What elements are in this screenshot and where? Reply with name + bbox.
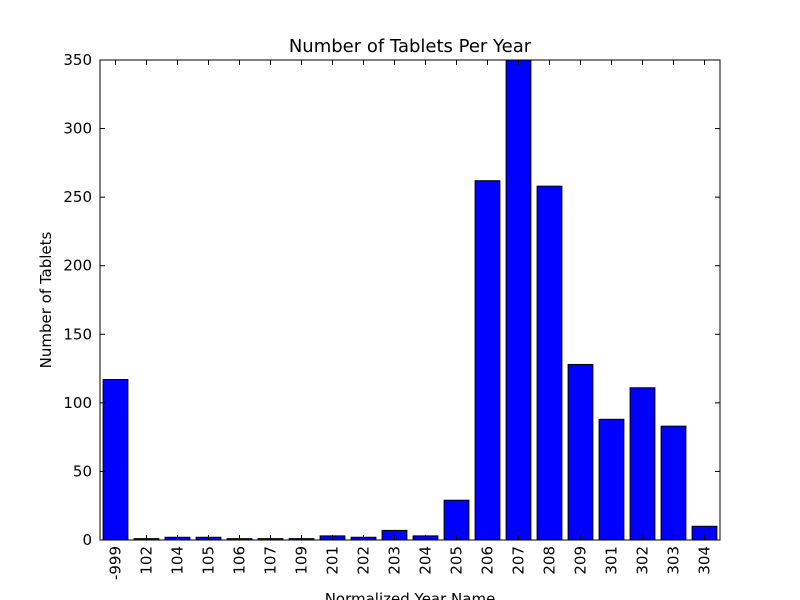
chart-title: Number of Tablets Per Year bbox=[289, 36, 532, 57]
y-tick-label: 300 bbox=[63, 120, 92, 138]
y-tick-label: 50 bbox=[73, 462, 92, 480]
x-tick-label: 304 bbox=[696, 546, 714, 575]
y-axis-label: Number of Tablets bbox=[37, 231, 55, 368]
bar-205 bbox=[443, 499, 470, 541]
y-tick-label: 150 bbox=[63, 325, 92, 343]
x-tick-label: 102 bbox=[138, 546, 156, 575]
x-tick-label: 104 bbox=[169, 546, 187, 575]
x-tick-label: 207 bbox=[510, 546, 528, 575]
plot-frame bbox=[99, 59, 721, 541]
x-tick-label: 205 bbox=[448, 546, 466, 575]
x-tick-label: 109 bbox=[293, 546, 311, 575]
x-tick-label: 105 bbox=[200, 546, 218, 575]
y-tick-label: 350 bbox=[63, 51, 92, 69]
y-tick-label: 250 bbox=[63, 188, 92, 206]
x-tick-label: 302 bbox=[634, 546, 652, 575]
bar-303 bbox=[660, 425, 687, 541]
x-tick-label: 202 bbox=[355, 546, 373, 575]
bar-301 bbox=[598, 418, 625, 541]
y-tick-label: 100 bbox=[63, 394, 92, 412]
bar-207 bbox=[505, 59, 532, 541]
y-tick-label: 200 bbox=[63, 257, 92, 275]
x-tick-label: -999 bbox=[107, 546, 125, 580]
x-tick-label: 209 bbox=[572, 546, 590, 575]
y-tick-label: 0 bbox=[82, 531, 92, 549]
x-tick-label: 204 bbox=[417, 546, 435, 575]
bar-209 bbox=[567, 363, 594, 541]
bar-302 bbox=[629, 387, 656, 541]
bars-group bbox=[102, 59, 718, 541]
x-tick-label: 106 bbox=[231, 546, 249, 575]
x-tick-label: 208 bbox=[541, 546, 559, 575]
x-tick-label: 206 bbox=[479, 546, 497, 575]
bar--999 bbox=[102, 379, 129, 541]
ticks-group: 0 50 100 150 200 250 300 350 -999 102 104 105 106 107… bbox=[63, 51, 720, 580]
x-tick-label: 107 bbox=[262, 546, 280, 575]
x-tick-label: 301 bbox=[603, 546, 621, 575]
x-tick-label: 203 bbox=[386, 546, 404, 575]
x-tick-label: 303 bbox=[665, 546, 683, 575]
bar-208 bbox=[536, 185, 563, 541]
bar-206 bbox=[474, 180, 501, 541]
x-axis-label: Normalized Year Name bbox=[325, 590, 496, 600]
x-tick-label: 201 bbox=[324, 546, 342, 575]
